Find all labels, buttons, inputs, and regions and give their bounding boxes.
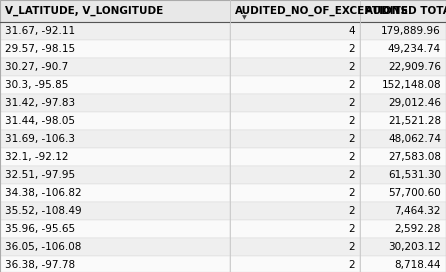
Text: 57,700.60: 57,700.60 [388,188,441,198]
Text: AUDITED_NO_OF_EXCEPTIONS: AUDITED_NO_OF_EXCEPTIONS [235,6,409,16]
Text: 30,203.12: 30,203.12 [388,242,441,252]
Text: V_LATITUDE, V_LONGITUDE: V_LATITUDE, V_LONGITUDE [5,6,163,16]
Bar [360,202,446,220]
Text: 152,148.08: 152,148.08 [381,80,441,90]
Text: 2: 2 [348,242,355,252]
Bar [230,148,360,166]
Bar [0,220,230,238]
Text: 2: 2 [348,188,355,198]
Bar [0,58,230,76]
Text: 29.57, -98.15: 29.57, -98.15 [5,44,75,54]
Bar [230,22,360,40]
Bar [230,238,360,256]
Text: 36.05, -106.08: 36.05, -106.08 [5,242,81,252]
Bar [0,0,230,22]
Bar [230,202,360,220]
Bar [360,112,446,130]
Bar [360,94,446,112]
Bar [230,256,360,272]
Text: 27,583.08: 27,583.08 [388,152,441,162]
Text: 30.3, -95.85: 30.3, -95.85 [5,80,68,90]
Bar [230,76,360,94]
Text: 2: 2 [348,98,355,108]
Text: 35.52, -108.49: 35.52, -108.49 [5,206,82,216]
Bar [0,40,230,58]
Text: 30.27, -90.7: 30.27, -90.7 [5,62,68,72]
Text: 2: 2 [348,80,355,90]
Bar [360,76,446,94]
Text: 2,592.28: 2,592.28 [395,224,441,234]
Bar [360,238,446,256]
Text: 32.51, -97.95: 32.51, -97.95 [5,170,75,180]
Text: AUDITED TOTAL AMOUNT: AUDITED TOTAL AMOUNT [365,6,446,16]
Bar [0,238,230,256]
Bar [230,184,360,202]
Bar [360,148,446,166]
Bar [0,166,230,184]
Bar [230,220,360,238]
Text: 31.44, -98.05: 31.44, -98.05 [5,116,75,126]
Text: 49,234.74: 49,234.74 [388,44,441,54]
Text: 31.67, -92.11: 31.67, -92.11 [5,26,75,36]
Bar [360,0,446,22]
Bar [230,130,360,148]
Text: 31.42, -97.83: 31.42, -97.83 [5,98,75,108]
Bar [0,94,230,112]
Text: 8,718.44: 8,718.44 [395,260,441,270]
Text: 2: 2 [348,224,355,234]
Text: 2: 2 [348,116,355,126]
Text: 21,521.28: 21,521.28 [388,116,441,126]
Bar [230,40,360,58]
Bar [0,22,230,40]
Text: 32.1, -92.12: 32.1, -92.12 [5,152,69,162]
Text: 31.69, -106.3: 31.69, -106.3 [5,134,75,144]
Text: 2: 2 [348,134,355,144]
Text: 2: 2 [348,170,355,180]
Text: 29,012.46: 29,012.46 [388,98,441,108]
Bar [0,184,230,202]
Text: 2: 2 [348,206,355,216]
Text: 22,909.76: 22,909.76 [388,62,441,72]
Text: 2: 2 [348,62,355,72]
Bar [360,166,446,184]
Text: 61,531.30: 61,531.30 [388,170,441,180]
Text: 2: 2 [348,260,355,270]
Text: 2: 2 [348,152,355,162]
Bar [360,58,446,76]
Text: 179,889.96: 179,889.96 [381,26,441,36]
Text: 35.96, -95.65: 35.96, -95.65 [5,224,75,234]
Bar [230,112,360,130]
Text: 4: 4 [348,26,355,36]
Bar [0,130,230,148]
Bar [360,130,446,148]
Bar [230,0,360,22]
Text: 36.38, -97.78: 36.38, -97.78 [5,260,75,270]
Bar [360,22,446,40]
Bar [0,112,230,130]
Bar [230,58,360,76]
Bar [360,256,446,272]
Bar [0,148,230,166]
Bar [0,256,230,272]
Bar [0,202,230,220]
Bar [360,184,446,202]
Bar [360,40,446,58]
Text: 7,464.32: 7,464.32 [395,206,441,216]
Text: 34.38, -106.82: 34.38, -106.82 [5,188,82,198]
Text: 2: 2 [348,44,355,54]
Text: ▼: ▼ [242,16,246,20]
Bar [230,94,360,112]
Text: 48,062.74: 48,062.74 [388,134,441,144]
Bar [0,76,230,94]
Bar [360,220,446,238]
Bar [230,166,360,184]
